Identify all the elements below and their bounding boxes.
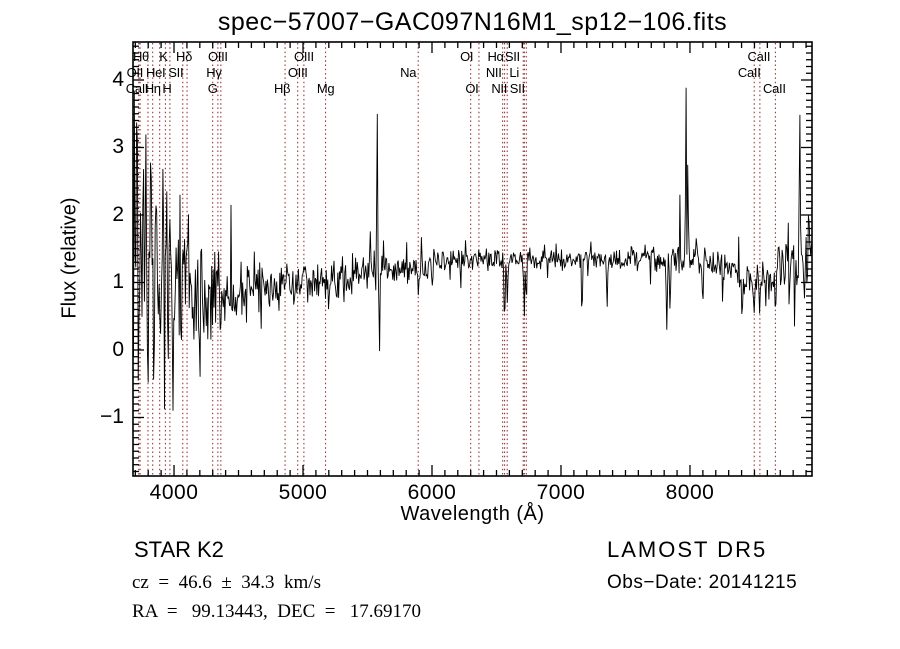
object-class-label: STAR [134,537,192,562]
x-tick-label: 7000 [536,481,586,504]
y-tick-label: −1 [100,405,124,429]
spectral-line-label: Hγ [206,65,222,80]
ra-dec-line: RA = 99.13443, DEC = 17.69170 [132,601,422,622]
object-subclass-label: K2 [197,537,224,562]
spectral-line-label: OI [465,81,479,96]
spectral-line-label: CaII [763,81,786,96]
spectral-line-label: Na [400,65,417,80]
y-tick-label: 4 [112,68,124,91]
spectral-line-label: Hδ [176,49,193,64]
spectral-line-label: CaII [747,49,771,64]
survey-label: LAMOST DR5 [607,537,768,562]
spectral-line-label: OII [126,65,144,80]
spectral-line-label: CaII [737,65,761,80]
spectral-line-label: NII [485,65,502,80]
spectral-line-label: SII [168,65,184,80]
x-tick-label: 5000 [278,481,328,504]
spectral-line-label: Hα [487,49,504,64]
spectrum-trace [133,87,812,411]
spectral-line-label: K [159,49,168,64]
x-tick-label: 4000 [149,481,199,504]
y-tick-label: 1 [112,270,124,294]
spectral-line-label: HeI [146,65,166,80]
y-tick-label: 3 [112,135,124,159]
spectral-line-label: OI [460,49,474,64]
plot-frame [132,41,813,477]
spectral-line-label: SII [504,49,520,64]
x-tick-label: 6000 [407,481,457,504]
spectral-line-label: OIII [287,65,308,80]
y-tick-label: 0 [112,337,124,361]
spectral-line-label: Li [509,65,519,80]
spectral-line-label: NII [491,81,508,96]
spectral-line-label: Hθ [132,49,149,64]
spectral-line-label: CaII [125,81,149,96]
spectral-line-label: G [207,81,218,96]
spectral-line-label: Hη [144,81,161,96]
x-axis-title: Wavelength (Å) [400,503,545,525]
x-tick-label: 8000 [665,481,715,504]
obs-date-line: Obs−Date: 20141215 [607,572,798,593]
plot-title: spec−57007−GAC097N16M1_sp12−106.fits [217,8,728,36]
y-tick-label: 2 [112,202,124,226]
spectral-line-label: Mg [316,81,335,96]
spectral-line-label: Hβ [273,81,291,96]
spectral-line-label: SII [509,81,525,96]
spectral-line-label: OIII [294,49,314,64]
cz-value-line: cz = 46.6 ± 34.3 km/s [132,572,321,593]
spectral-line-label: H [162,81,172,96]
spectral-line-label: OIII [207,49,228,64]
